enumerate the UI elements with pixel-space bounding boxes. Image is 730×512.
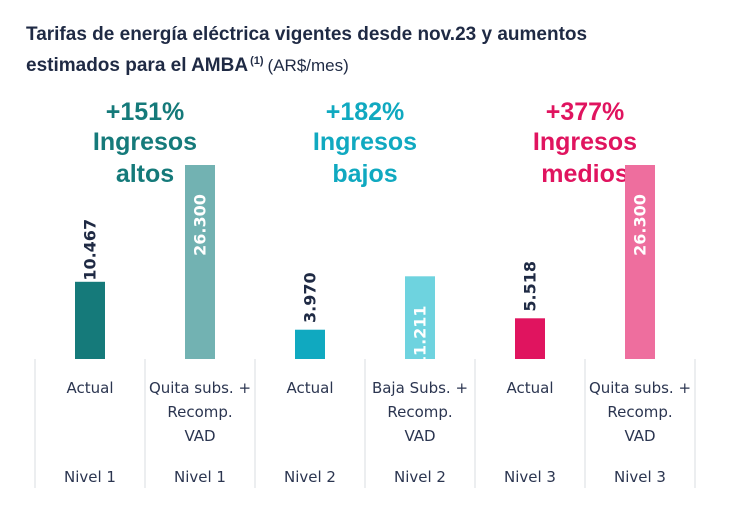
category-label: Actual (67, 379, 114, 397)
category-label: VAD (404, 427, 435, 445)
bar (515, 318, 545, 359)
group-name: medios (541, 160, 629, 188)
category-label: Actual (507, 379, 554, 397)
chart-unit: (AR$/mes) (267, 56, 349, 75)
category-label: Recomp. (167, 403, 232, 421)
bar-value-label: 10.467 (81, 219, 100, 281)
category-labels: Actual Nivel 1 Quita subs. + Recomp. VAD Nive… (64, 379, 691, 486)
category-dividers (34, 359, 696, 488)
bar-value-label: 26.300 (631, 194, 650, 256)
group-name: Ingresos (533, 128, 637, 156)
bar (405, 276, 435, 359)
group-percentage: +151% (106, 98, 185, 126)
bar (75, 281, 105, 359)
category-label: VAD (624, 427, 655, 445)
group-percentage: +182% (326, 98, 405, 126)
group-labels: +151%Ingresosaltos+182%Ingresosbajos+377… (93, 98, 637, 188)
level-label: Nivel 1 (174, 468, 226, 486)
bar-value-label: 11.211 (411, 305, 430, 367)
group-percentage: +377% (546, 98, 625, 126)
category-label: VAD (184, 427, 215, 445)
chart-title: Tarifas de energía eléctrica vigentes de… (26, 22, 716, 80)
group-name: bajos (332, 160, 397, 188)
group-name: altos (116, 160, 174, 188)
bar-value-label: 3.970 (301, 272, 320, 323)
category-label: Baja Subs. + (372, 379, 468, 397)
bar (185, 165, 215, 359)
bar (295, 329, 325, 359)
category-label: Recomp. (387, 403, 452, 421)
chart-title-line1: Tarifas de energía eléctrica vigentes de… (26, 24, 588, 45)
footnote-mark: (1) (250, 55, 264, 67)
category-label: Actual (287, 379, 334, 397)
group-name: Ingresos (93, 128, 197, 156)
bar-value-label: 26.300 (191, 194, 210, 256)
category-label: Quita subs. + (149, 379, 251, 397)
level-label: Nivel 1 (64, 468, 116, 486)
category-label: Quita subs. + (589, 379, 691, 397)
level-label: Nivel 3 (614, 468, 666, 486)
group-name: Ingresos (313, 128, 417, 156)
value-labels: 10.467 26.300 3.970 11.211 5.518 26.300 (81, 194, 650, 367)
bars (75, 165, 655, 359)
bar (625, 165, 655, 359)
bar-value-label: 5.518 (521, 261, 540, 312)
chart-title-line2: estimados para el AMBA (26, 55, 249, 76)
category-label: Recomp. (607, 403, 672, 421)
level-label: Nivel 2 (394, 468, 446, 486)
level-label: Nivel 2 (284, 468, 336, 486)
level-label: Nivel 3 (504, 468, 556, 486)
